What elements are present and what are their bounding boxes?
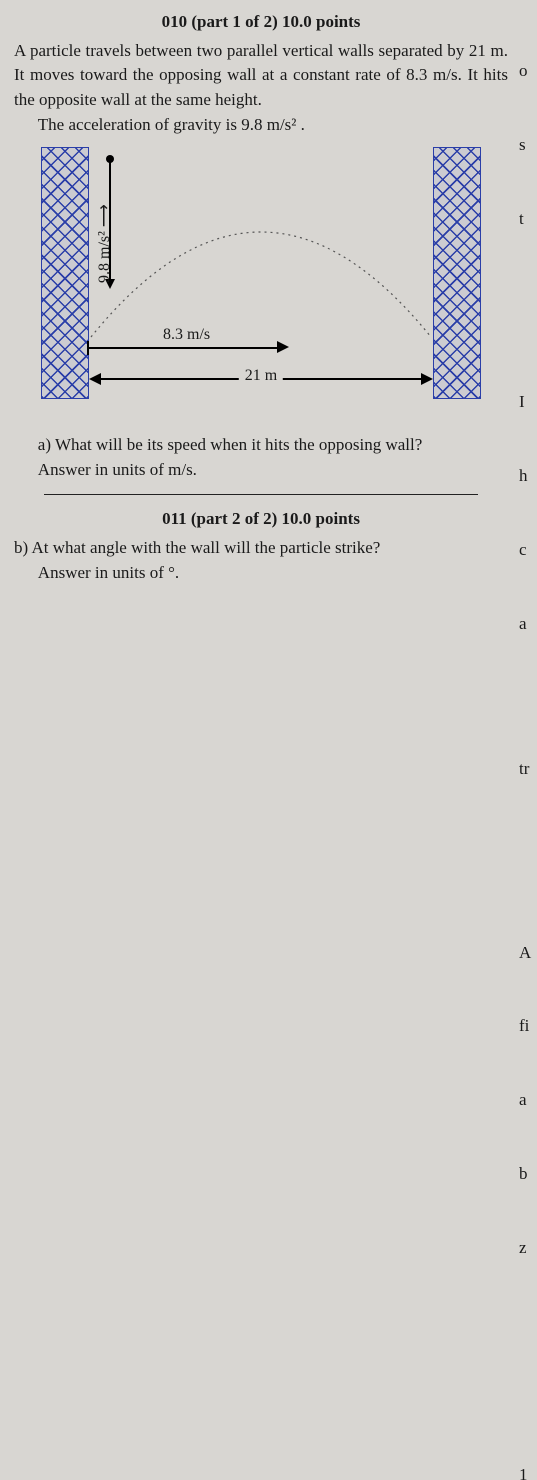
q2-answer-hint: Answer in units of °. bbox=[14, 561, 508, 586]
q1-paragraph-2: The acceleration of gravity is 9.8 m/s² … bbox=[14, 113, 508, 138]
distance-arrow: 21 m bbox=[89, 372, 433, 392]
q1-part-a: a) What will be its speed when it hits t… bbox=[14, 433, 508, 458]
trajectory-figure: 9.8 m/s² ⟶ 8.3 m/s 21 m bbox=[41, 147, 481, 427]
q2-part-b: b) At what angle with the wall will the … bbox=[14, 536, 508, 561]
question-divider bbox=[44, 494, 478, 495]
trajectory-curve bbox=[87, 167, 435, 367]
distance-label: 21 m bbox=[239, 364, 283, 387]
q2-header: 011 (part 2 of 2) 10.0 points bbox=[14, 507, 508, 532]
q1-header: 010 (part 1 of 2) 10.0 points bbox=[14, 10, 508, 35]
q1-paragraph-1: A particle travels between two parallel … bbox=[14, 39, 508, 113]
next-column-cutoff: o s t I h c a tr A fi a b z 1 2 bbox=[519, 10, 537, 1480]
right-wall bbox=[433, 147, 481, 399]
q1-answer-hint: Answer in units of m/s. bbox=[14, 458, 508, 483]
gravity-label: 9.8 m/s² ⟶ bbox=[93, 204, 116, 283]
velocity-label: 8.3 m/s bbox=[159, 323, 214, 346]
left-wall bbox=[41, 147, 89, 399]
